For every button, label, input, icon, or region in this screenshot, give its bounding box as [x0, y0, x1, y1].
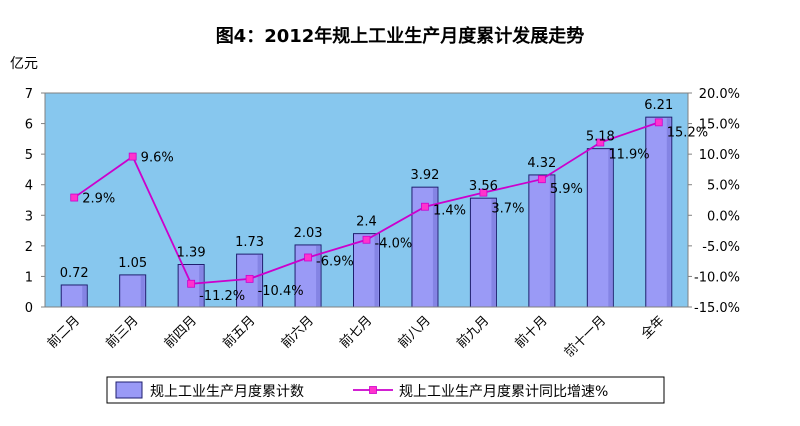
right-axis-tick-label-4: 5.0% — [707, 179, 740, 194]
legend-bar-label: 规上工业生产月度累计数 — [150, 384, 304, 400]
bar-value-label-4: 2.03 — [294, 226, 323, 241]
line-marker-6 — [421, 202, 429, 211]
watermark: Shengsi China — [512, 347, 605, 362]
legend-bar-swatch — [115, 381, 143, 399]
line-value-label-7: 3.7% — [491, 202, 524, 217]
line-marker-1 — [128, 152, 137, 161]
line-marker-8 — [537, 175, 546, 184]
legend-box — [106, 376, 665, 404]
left-axis-tick-label-6: 6 — [25, 118, 33, 133]
line-value-label-8: 5.9% — [550, 182, 583, 197]
line-marker-9 — [596, 138, 605, 147]
line-marker-5 — [362, 235, 371, 244]
right-axis-tick-label-6: 15.0% — [699, 118, 740, 133]
right-axis-tick-label-3: 0.0% — [707, 209, 740, 224]
bar-shade-9 — [608, 149, 613, 307]
line-value-label-5: -4.0% — [375, 237, 413, 252]
left-axis-tick-label-2: 2 — [25, 240, 33, 255]
line-marker-2 — [187, 279, 196, 288]
line-value-label-4: -6.9% — [316, 254, 354, 269]
data-labels-layer: 0.72 1.05 1.39 1.73 2.03 2.4 3.92 3.56 4.32 5.18 6… — [60, 98, 708, 304]
bar-shade-10 — [666, 118, 671, 307]
bar-shade-0 — [82, 285, 87, 307]
bar-shade-7 — [491, 199, 496, 307]
bar-value-label-6: 3.92 — [410, 168, 439, 183]
bar-value-label-5: 2.4 — [356, 215, 377, 230]
left-axis-tick-label-5: 5 — [25, 148, 33, 163]
bar-value-label-3: 1.73 — [235, 235, 264, 250]
line-value-label-6: 1.4% — [433, 204, 466, 219]
line-marker-3 — [245, 274, 254, 283]
bar-shade-5 — [374, 234, 379, 307]
bar-value-label-7: 3.56 — [469, 179, 498, 194]
line-value-label-9: 11.9% — [608, 148, 649, 163]
right-axis-tick-label-5: 10.0% — [699, 148, 740, 163]
left-axis-tick-label-0: 0 — [25, 301, 33, 316]
line-value-label-10: 15.2% — [667, 125, 708, 140]
chart-title: 图4：2012年规上工业生产月度累计发展走势 — [216, 25, 585, 47]
left-axis-tick-label-3: 3 — [25, 209, 33, 224]
legend: 规上工业生产月度累计数 规上工业生产月度累计同比增速% — [106, 376, 665, 404]
line-layer — [70, 118, 663, 288]
y-axis-unit-label: 亿元 — [10, 56, 38, 72]
left-axis-tick-label-1: 1 — [25, 270, 33, 285]
bar-shade-3 — [257, 255, 262, 307]
bar-value-label-2: 1.39 — [177, 246, 206, 261]
right-axis-tick-label-2: -5.0% — [702, 240, 740, 255]
bar-shade-8 — [549, 175, 554, 307]
right-axis-tick-label-0: -15.0% — [694, 301, 740, 316]
line-marker-10 — [654, 118, 663, 127]
line-marker-0 — [70, 193, 79, 202]
bar-value-label-9: 5.18 — [586, 130, 615, 145]
line-marker-4 — [304, 253, 312, 262]
bar-value-label-10: 6.21 — [644, 98, 673, 113]
bar-value-label-8: 4.32 — [527, 156, 556, 171]
bar-shade-2 — [199, 265, 204, 307]
line-value-label-1: 9.6% — [141, 151, 174, 166]
watermark-text: Shengsi China — [512, 347, 605, 362]
line-marker-7 — [479, 188, 488, 197]
right-axis-tick-label-1: -10.0% — [694, 270, 740, 285]
bar-shade-6 — [432, 188, 437, 307]
bar-shade-4 — [316, 245, 321, 307]
bar-value-label-1: 1.05 — [118, 256, 147, 271]
left-axis-tick-label-4: 4 — [25, 179, 33, 194]
bars-layer — [60, 116, 673, 308]
line-value-label-3: -10.4% — [258, 284, 304, 299]
left-axis-tick-label-7: 7 — [25, 87, 33, 102]
legend-line-marker — [369, 386, 377, 394]
legend-line-label: 规上工业生产月度累计同比增速% — [399, 384, 608, 400]
line-value-label-2: -11.2% — [199, 289, 245, 304]
bar-shade-1 — [140, 275, 145, 307]
line-value-label-0: 2.9% — [82, 192, 115, 207]
right-axis-tick-label-7: 20.0% — [699, 87, 740, 102]
bar-value-label-0: 0.72 — [60, 266, 89, 281]
